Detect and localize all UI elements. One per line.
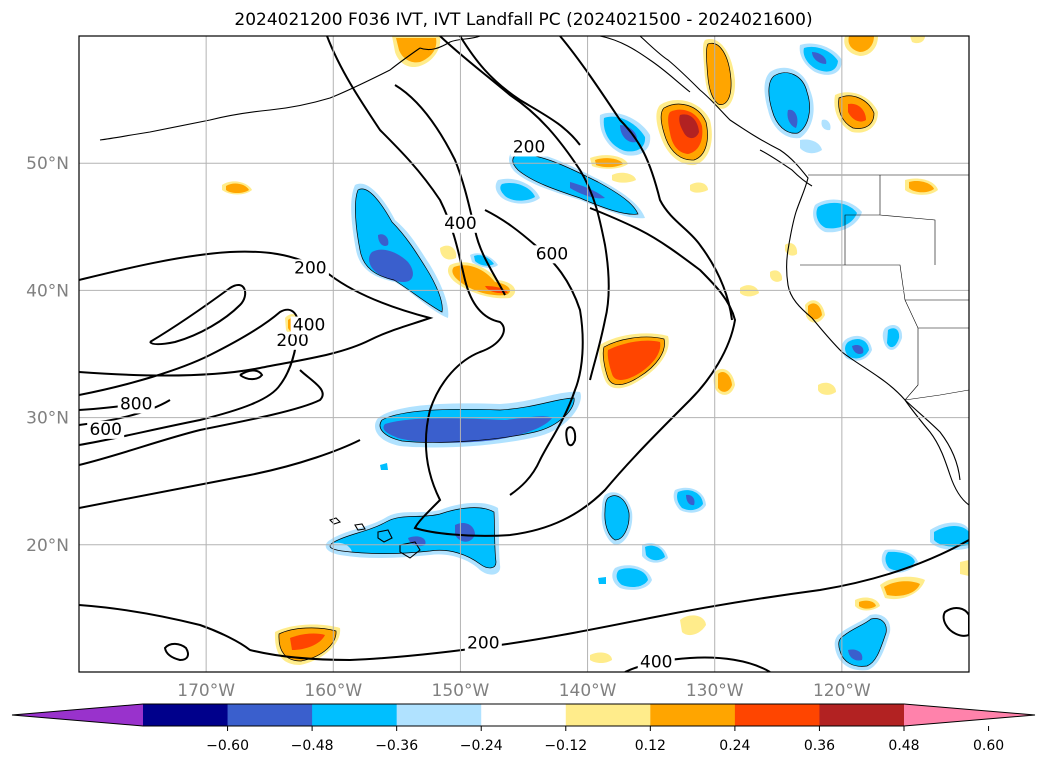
colorbar-segment	[481, 704, 567, 726]
lon-tick-label: 160°W	[304, 681, 362, 701]
contour-label-halo	[117, 395, 155, 414]
colorbar-tick-label: 0.48	[888, 738, 919, 754]
lat-tick-label: 20°N	[26, 536, 69, 556]
ivt-contour-200-east	[79, 439, 361, 509]
colorbar-tick-label: 0.12	[635, 738, 666, 754]
colorbar-tick-label: −0.36	[375, 738, 418, 754]
lon-tick-label: 170°W	[177, 681, 235, 701]
colorbar-tick-label: 0.36	[804, 738, 835, 754]
hawaii-4	[399, 541, 421, 559]
contour-label: 200	[294, 258, 326, 278]
lon-tick-label: 140°W	[559, 681, 617, 701]
map-frame	[78, 35, 970, 673]
colorbar-segment	[396, 704, 482, 726]
lat-tick-label: 40°N	[26, 281, 69, 301]
us-state-lines	[800, 175, 969, 401]
vancouver-island	[759, 149, 813, 187]
contour-label: 400	[640, 653, 672, 673]
contour-label-halo	[464, 634, 502, 653]
mexico-border	[904, 389, 969, 401]
contour-label-halo	[274, 331, 312, 350]
bc-coast	[599, 36, 691, 93]
colorbar-segment	[143, 704, 229, 726]
contour-label-halo	[291, 259, 329, 278]
pc-negative-43n-mid	[355, 188, 443, 312]
baja-coast	[904, 399, 961, 481]
ivt-contour-200-inner	[149, 284, 247, 346]
borders	[800, 174, 969, 401]
ivt-contour-small-2	[942, 607, 969, 637]
hawaii-1	[328, 517, 342, 525]
ivt-contour-200-ne	[559, 36, 733, 321]
lon-tick-label: 120°W	[813, 681, 871, 701]
colorbar-extend-high	[904, 704, 1035, 726]
contour-label-halo	[637, 653, 675, 672]
contour-label-halo	[441, 214, 479, 233]
colorbar: −0.60 −0.48 −0.36 −0.24 −0.12 0.12 0.24 0.36 0.4…	[11, 703, 1036, 754]
contour-label-halo	[87, 420, 125, 439]
colorbar-extend-low	[12, 704, 143, 726]
na-west-coast	[639, 36, 969, 506]
colorbar-tick-label: −0.60	[206, 738, 249, 754]
contour-label-halo	[533, 245, 571, 264]
ivt-contour-600-ne	[439, 36, 610, 381]
colorbar-tick-label: −0.12	[544, 738, 587, 754]
ivt-contour-400-ne	[459, 36, 581, 146]
colorbar-outline	[11, 703, 1036, 727]
colorbar-segment	[650, 704, 736, 726]
colorbar-segment	[565, 704, 651, 726]
colorbar-tick-label: 0.24	[719, 738, 750, 754]
coastlines	[99, 36, 969, 559]
lat-tick-label: 30°N	[26, 409, 69, 429]
lat-tick-label: 50°N	[26, 154, 69, 174]
colorbar-tick-label: −0.24	[460, 738, 503, 754]
ivt-contour-400-mid	[394, 84, 506, 296]
ivt-contour-small-3	[565, 426, 577, 447]
lon-tick-label: 130°W	[686, 681, 744, 701]
contour-label: 200	[467, 634, 499, 654]
colorbar-segment	[227, 704, 313, 726]
colorbar-segment	[819, 704, 905, 726]
colorbar-tick-label: −0.48	[291, 738, 334, 754]
contour-label: 200	[513, 137, 545, 157]
hawaii-2	[354, 523, 366, 531]
contour-label: 400	[293, 316, 325, 336]
ivt-contour-200-west	[79, 250, 434, 377]
aleutian-arc	[99, 47, 421, 141]
ivt-contour-600-mid	[484, 209, 584, 496]
alaska-coast	[419, 36, 481, 51]
gridlines	[79, 36, 969, 672]
axis-labels: 20°N 30°N 40°N 50°N 170°W 160°W 150°W 140°W 130°…	[26, 154, 871, 701]
contour-label: 600	[89, 420, 121, 440]
contour-label-halo	[290, 316, 328, 335]
contour-label: 400	[444, 214, 476, 234]
pc-negative-43n-core	[369, 249, 413, 282]
hawaii-3	[377, 529, 393, 543]
contour-label: 800	[120, 394, 152, 414]
lon-tick-label: 150°W	[432, 681, 490, 701]
ivt-contour-small-1	[163, 642, 189, 662]
ivt-contour-small-4	[239, 369, 264, 381]
colorbar-segment	[312, 704, 398, 726]
contour-label-halo	[510, 138, 548, 157]
contour-label: 200	[276, 331, 308, 351]
colorbar-tick-label: 0.60	[973, 738, 1004, 754]
colorbar-segment	[734, 704, 820, 726]
contour-label: 600	[536, 244, 568, 264]
plot-title: 2024021200 F036 IVT, IVT Landfall PC (20…	[234, 10, 813, 30]
ivt-contour-600-west	[79, 369, 324, 466]
